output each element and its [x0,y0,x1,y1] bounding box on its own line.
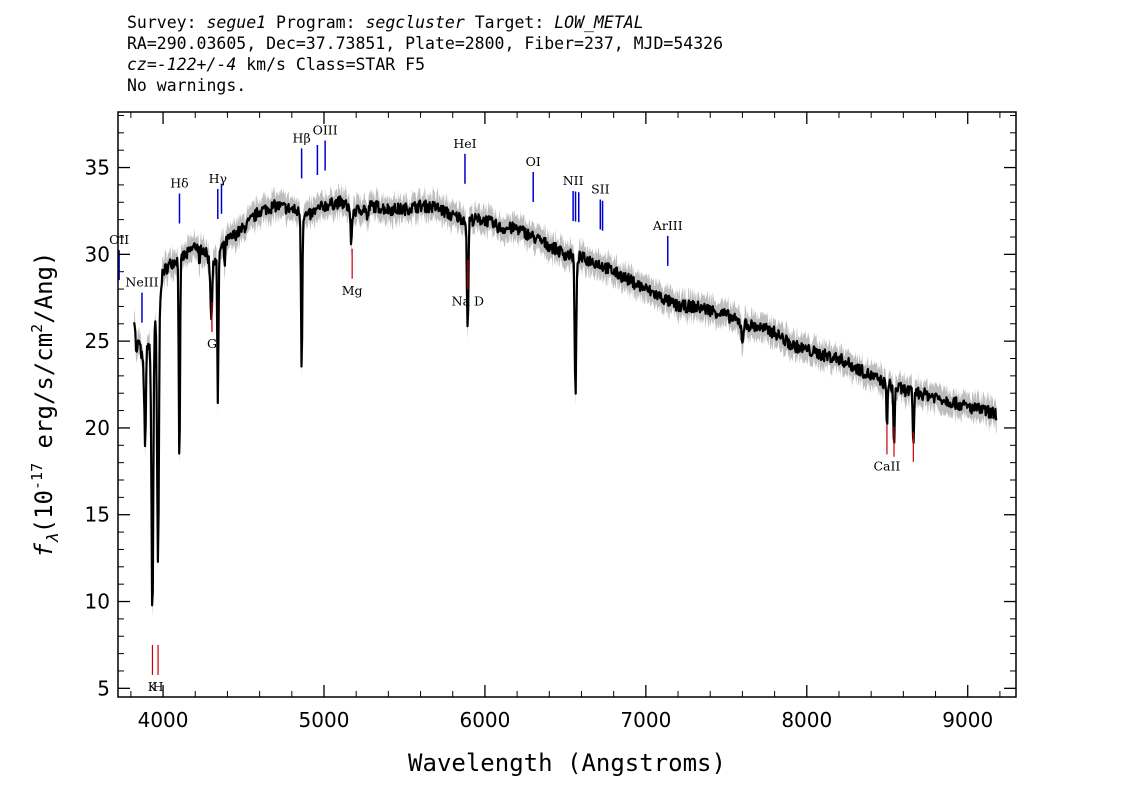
y-tick-label: 20 [85,416,110,440]
x-axis-title: Wavelength (Angstroms) [408,749,726,777]
target-label: Target: [474,13,545,32]
y-tick-label: 10 [85,590,110,614]
y-axis-unit-exponent: -17 [28,463,46,490]
y-tick-label: 5 [97,676,110,700]
emission-label-neiii: NeIII [125,275,158,290]
y-tick-label: 25 [85,329,110,353]
x-tick-label: 4000 [138,708,189,732]
x-tick-label: 6000 [459,708,510,732]
emission-label-hβ: Hβ [293,130,311,145]
header-warnings-line: No warnings. [127,76,247,95]
spectrum-line [133,195,998,607]
cz-value: -122+/-4 [156,55,237,74]
emission-label-oi: OI [526,154,541,169]
absorption-label-na-d: Na D [452,293,484,308]
emission-label-ariii: ArIII [652,218,683,233]
spectrum-error-band [134,182,997,617]
error-band-layer [134,182,997,617]
x-tick-label: 9000 [942,708,993,732]
y-axis-unit-middle: erg/s/cm [30,333,58,463]
absorption-label-mg: Mg [342,283,363,298]
survey-label: Survey: [127,13,197,32]
x-tick-label: 5000 [299,708,350,732]
y-axis-symbol-subscript: λ [43,533,62,543]
y-axis-unit-exponent-2: 2 [28,324,46,333]
emission-label-hγ: Hγ [209,171,227,186]
program-value: segcluster [365,13,465,32]
cz-prefix: cz= [127,55,157,74]
absorption-label-caii: CaII [873,458,900,473]
header-survey-line: Survey: segue1 Program: segcluster Targe… [127,12,723,33]
y-tick-label: 15 [85,503,110,527]
emission-label-sii: SII [591,181,610,196]
absorption-label-g: G [207,336,217,351]
survey-value: segue1 [206,13,267,32]
emission-label-nii: NII [563,173,584,188]
emission-label-hδ: Hδ [170,176,188,191]
cz-class-text: km/s Class=STAR F5 [236,55,426,74]
header-redshift-line: cz=-122+/-4 km/s Class=STAR F5 [127,54,723,75]
y-axis-unit-prefix: (10 [30,490,58,533]
absorption-label-k: K [148,679,158,694]
axis-ticks-layer: 4000 5000 6000 7000 8000 9000 5 10 15 20 25 30 35 [85,112,1016,732]
y-tick-label: 30 [85,242,110,266]
emission-label-hei: HeI [453,136,476,151]
emission-label-oiii: OIII [313,122,338,137]
y-axis-unit-suffix: /Ang) [30,252,58,324]
absorption-label-h: H [153,679,164,694]
header-coordinates-line: RA=290.03605, Dec=37.73851, Plate=2800, … [127,34,724,53]
emission-label-oii: OII [109,232,129,247]
x-tick-label: 7000 [620,708,671,732]
x-tick-label: 8000 [781,708,832,732]
y-tick-label: 35 [85,156,110,180]
target-value: LOW_METAL [554,13,644,32]
program-label: Program: [276,13,356,32]
y-axis-symbol: f [30,542,58,557]
y-axis-title: fλ(10-17 erg/s/cm2/Ang) [28,252,62,558]
spectrum-header: Survey: segue1 Program: segcluster Targe… [127,12,723,96]
spectrum-layer [133,195,998,607]
plot-frame [117,111,1017,698]
